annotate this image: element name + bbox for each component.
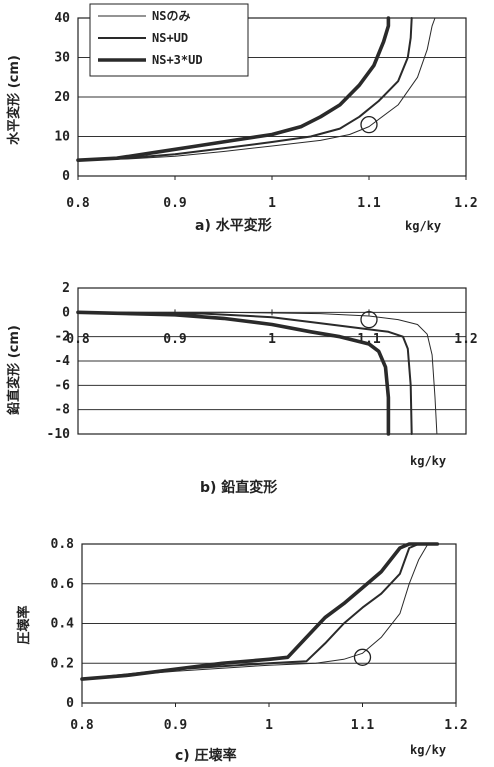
y-tick-label: 40 xyxy=(54,11,70,26)
legend-label: NS+UD xyxy=(152,31,188,45)
annotation-circle xyxy=(360,310,378,329)
y-tick-label: -8 xyxy=(54,403,70,418)
panel-caption: c) 圧壊率 xyxy=(175,747,237,764)
series-line-2 xyxy=(77,311,413,435)
y-axis-label: 水平変形 (cm) xyxy=(6,55,22,145)
y-tick-label: 0.4 xyxy=(51,617,75,632)
x-axis-label: kg/ky xyxy=(410,743,446,757)
y-tick-label: 10 xyxy=(54,130,70,145)
panel-a-horizontal-deformation: 0 10 20 30 40 0.8 0.9 1 1.1 1.2 a) 水平変形 kg/ky 水平変形 (… xyxy=(6,11,478,234)
legend-label: NS+3*UD xyxy=(152,53,203,67)
x-tick-label: 1.1 xyxy=(351,718,375,733)
panel-b-vertical-deformation: 20-2-4-6-8-100.8 0.9 1 1.1 1.2b) 鉛直変形kg/ky鉛直… xyxy=(6,281,478,496)
x-tick-label: 1.2 xyxy=(454,196,477,211)
x-tick-label: 0.8 xyxy=(66,332,90,347)
y-tick-label: 0.2 xyxy=(51,656,74,671)
x-tick-label: 1 xyxy=(265,718,273,733)
x-tick-label: 0.9 xyxy=(164,718,187,733)
y-tick-label: 2 xyxy=(62,281,70,296)
x-tick-label: 1.2 xyxy=(454,332,477,347)
series-line-1 xyxy=(77,17,436,161)
series-line-1 xyxy=(81,543,438,680)
y-tick-label: 20 xyxy=(54,90,70,105)
y-tick-label: 0 xyxy=(62,169,70,184)
annotation-circle xyxy=(360,116,378,134)
legend-label: NSのみ xyxy=(152,9,190,23)
x-tick-label: 0.9 xyxy=(163,332,186,347)
panel-caption: a) 水平変形 xyxy=(195,217,272,234)
y-tick-label: 0.6 xyxy=(51,577,75,592)
y-tick-label: 0 xyxy=(62,305,70,320)
x-tick-label: 1.1 xyxy=(357,196,381,211)
series-line-3 xyxy=(76,16,391,162)
series-line-3 xyxy=(76,310,391,436)
x-axis-label: kg/ky xyxy=(405,219,441,233)
series-line-3 xyxy=(80,542,440,681)
x-tick-label: 1.2 xyxy=(444,718,467,733)
x-tick-label: 1 xyxy=(268,332,276,347)
x-axis-label: kg/ky xyxy=(410,454,446,468)
x-tick-label: 0.9 xyxy=(163,196,186,211)
series-line-1 xyxy=(77,311,438,435)
series-line-2 xyxy=(77,17,413,162)
annotation-circle xyxy=(353,648,372,666)
plot-frame xyxy=(77,287,467,435)
y-tick-label: -2 xyxy=(54,330,70,345)
x-tick-label: 0.8 xyxy=(70,718,94,733)
y-tick-label: 30 xyxy=(54,51,70,66)
series-line-2 xyxy=(81,543,439,681)
y-tick-label: 0 xyxy=(66,696,74,711)
panel-caption: b) 鉛直変形 xyxy=(200,479,277,496)
y-axis-label: 鉛直変形 (cm) xyxy=(6,325,22,415)
y-axis-label: 圧壊率 xyxy=(16,605,32,644)
panel-c-crush-ratio: 0 0.2 0.4 0.6 0.8 0.8 0.9 1 1.1 1.2 c) 圧壊率 kg/ky 圧壊率 xyxy=(16,537,468,764)
y-tick-label: -4 xyxy=(54,354,70,369)
x-tick-label: 1 xyxy=(268,196,276,211)
legend: NSのみ NS+UD NS+3*UD xyxy=(89,3,249,77)
y-tick-label: 0.8 xyxy=(51,537,75,552)
y-tick-label: -10 xyxy=(47,427,71,442)
y-tick-label: -6 xyxy=(54,378,70,393)
x-tick-label: 0.8 xyxy=(66,196,90,211)
